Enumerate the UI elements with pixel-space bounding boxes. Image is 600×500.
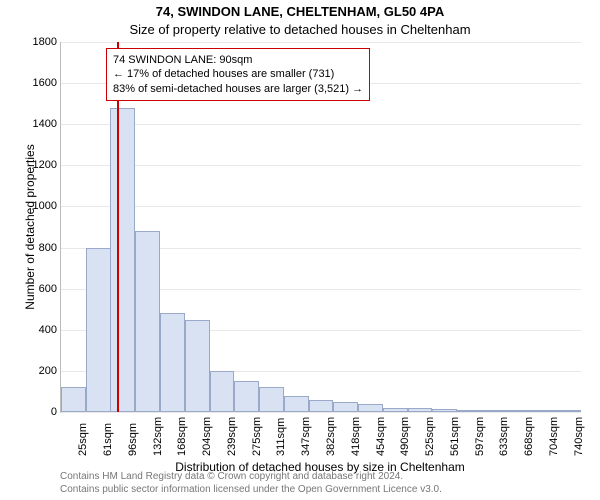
x-tick-label: 25sqm [77, 423, 89, 456]
info-box-line: 83% of semi-detached houses are larger (… [113, 82, 363, 96]
x-tick-label: 418sqm [350, 417, 362, 456]
gridline [61, 42, 581, 43]
x-tick-label: 239sqm [226, 417, 238, 456]
histogram-bar [556, 410, 580, 412]
y-axis-label: Number of detached properties [23, 127, 37, 327]
histogram-bar [358, 404, 382, 412]
gridline [61, 412, 581, 413]
info-box-line: 74 SWINDON LANE: 90sqm [113, 53, 363, 67]
histogram-bar [135, 231, 159, 412]
title-subtitle: Size of property relative to detached ho… [0, 22, 600, 37]
y-tick-label: 200 [39, 365, 57, 377]
x-tick-label: 740sqm [573, 417, 585, 456]
histogram-bar [482, 410, 506, 412]
histogram-bar [259, 387, 283, 412]
x-tick-label: 597sqm [474, 417, 486, 456]
histogram-bar [185, 320, 209, 413]
histogram-bar [160, 313, 184, 412]
histogram-bar [309, 400, 333, 412]
info-box-line: ← 17% of detached houses are smaller (73… [113, 67, 363, 81]
x-tick-label: 704sqm [548, 417, 560, 456]
histogram-bar [383, 408, 407, 412]
gridline [61, 206, 581, 207]
gridline [61, 124, 581, 125]
y-tick-label: 400 [39, 324, 57, 336]
footer-line1: Contains HM Land Registry data © Crown c… [60, 471, 442, 484]
y-tick-label: 600 [39, 283, 57, 295]
histogram-bar [61, 387, 85, 412]
x-tick-label: 525sqm [424, 417, 436, 456]
histogram-bar [110, 108, 134, 412]
x-tick-label: 204sqm [201, 417, 213, 456]
info-box: 74 SWINDON LANE: 90sqm← 17% of detached … [106, 48, 370, 101]
histogram-bar [333, 402, 357, 412]
histogram-bar [284, 396, 308, 412]
x-tick-label: 454sqm [375, 417, 387, 456]
y-tick-label: 1800 [33, 36, 57, 48]
x-tick-label: 633sqm [498, 417, 510, 456]
histogram-bar [457, 410, 481, 412]
footer-line2: Contains public sector information licen… [60, 484, 442, 497]
gridline [61, 165, 581, 166]
x-tick-label: 311sqm [275, 418, 287, 456]
y-tick-label: 800 [39, 242, 57, 254]
histogram-bar [432, 409, 456, 412]
x-tick-label: 96sqm [127, 423, 139, 456]
y-tick-label: 1200 [33, 159, 57, 171]
y-tick-label: 1000 [33, 200, 57, 212]
title-address: 74, SWINDON LANE, CHELTENHAM, GL50 4PA [0, 4, 600, 19]
x-tick-label: 382sqm [325, 417, 337, 456]
x-tick-label: 490sqm [399, 417, 411, 456]
x-tick-label: 561sqm [449, 417, 461, 456]
footer: Contains HM Land Registry data © Crown c… [60, 471, 442, 496]
chart-container: 74, SWINDON LANE, CHELTENHAM, GL50 4PA S… [0, 0, 600, 500]
histogram-bar [86, 248, 110, 412]
histogram-bar [210, 371, 234, 412]
y-tick-label: 0 [51, 406, 57, 418]
chart-area: 02004006008001000120014001600180074 SWIN… [60, 42, 580, 412]
histogram-bar [531, 410, 555, 412]
plot: 02004006008001000120014001600180074 SWIN… [60, 42, 581, 413]
x-tick-label: 275sqm [251, 417, 263, 456]
histogram-bar [408, 408, 432, 412]
histogram-bar [507, 410, 531, 412]
x-tick-label: 168sqm [176, 417, 188, 456]
x-tick-label: 668sqm [523, 417, 535, 456]
x-tick-label: 347sqm [300, 417, 312, 456]
x-tick-label: 61sqm [102, 423, 114, 456]
y-tick-label: 1400 [33, 118, 57, 130]
histogram-bar [234, 381, 258, 412]
x-tick-label: 132sqm [152, 417, 164, 456]
y-tick-label: 1600 [33, 77, 57, 89]
